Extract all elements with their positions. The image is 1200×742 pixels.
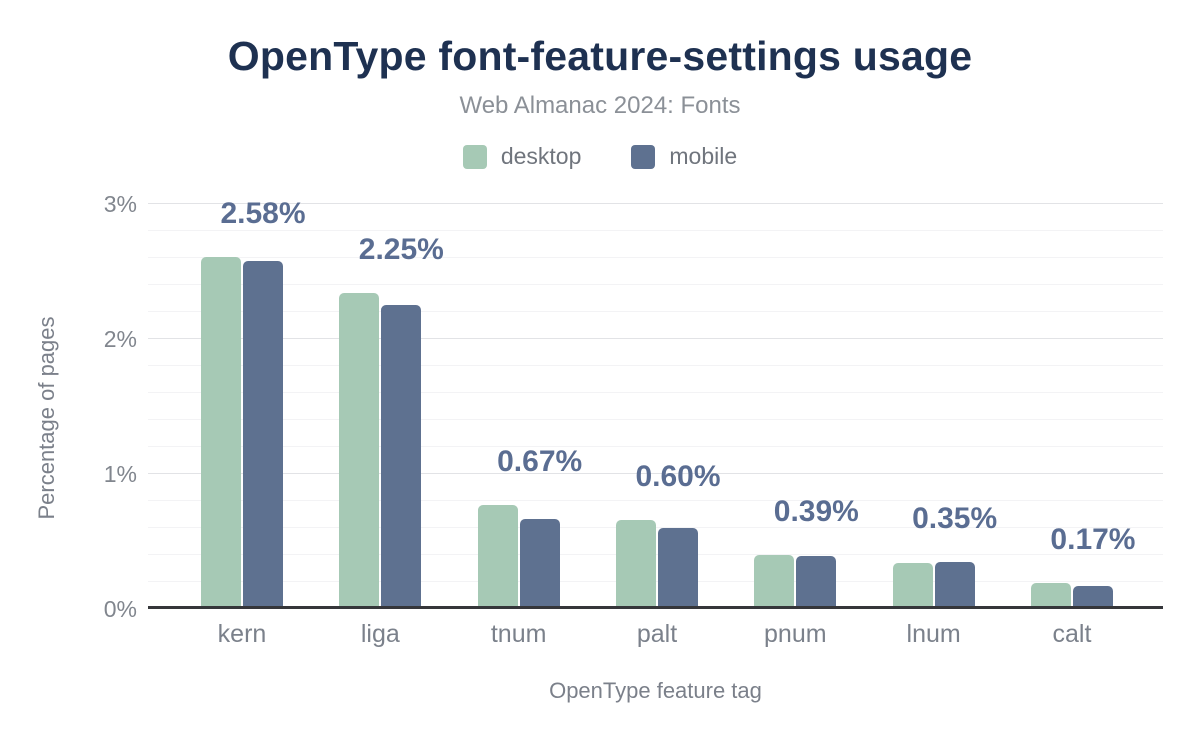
x-tick-label-tnum: tnum [490, 620, 547, 648]
legend-label-desktop: desktop [500, 143, 582, 169]
legend-swatch-mobile-icon [631, 144, 656, 169]
major-gridline [148, 203, 1163, 204]
x-axis-line [148, 606, 1163, 609]
chart-legend: desktop mobile [0, 143, 1200, 170]
x-tick-label-palt: palt [636, 620, 678, 648]
x-tick-label-pnum: pnum [764, 620, 827, 648]
data-label-tnum: 0.67% [497, 445, 583, 479]
y-tick-label: 1% [103, 461, 137, 487]
bar-mobile-calt [1072, 586, 1113, 609]
legend-item-desktop: desktop [462, 143, 582, 170]
x-tick-label-calt: calt [1052, 620, 1092, 648]
x-axis-title: OpenType feature tag [549, 678, 762, 703]
bar-mobile-pnum [796, 556, 837, 609]
minor-gridline [148, 284, 1163, 285]
minor-gridline [148, 257, 1163, 258]
y-tick-label: 2% [103, 326, 137, 352]
bar-mobile-palt [657, 528, 698, 609]
legend-swatch-desktop-icon [462, 144, 487, 169]
chart-title: OpenType font-feature-settings usage [227, 33, 973, 79]
bar-desktop-liga [339, 293, 380, 609]
data-label-liga: 2.25% [358, 233, 444, 267]
bar-desktop-lnum [892, 563, 933, 609]
x-tick-label-lnum: lnum [906, 620, 961, 648]
minor-gridline [148, 311, 1163, 312]
bar-mobile-tnum [519, 518, 560, 609]
minor-gridline [148, 419, 1163, 420]
legend-label-mobile: mobile [669, 143, 738, 169]
chart-subtitle: Web Almanac 2024: Fonts [459, 92, 741, 119]
major-gridline [148, 473, 1163, 474]
minor-gridline [148, 365, 1163, 366]
bar-mobile-kern [243, 260, 283, 609]
minor-gridline [148, 446, 1163, 447]
minor-gridline [148, 500, 1163, 501]
major-gridline [148, 338, 1163, 339]
bar-desktop-palt [615, 519, 656, 609]
legend-item-mobile: mobile [631, 143, 737, 170]
plot-area: 2.58% 2.25% 0.67% 0.60% 0.39% 0.35% 0.17% [148, 197, 1163, 609]
minor-gridline [148, 392, 1163, 393]
y-tick-label: 0% [103, 596, 137, 622]
bar-desktop-kern [201, 256, 241, 609]
data-label-pnum: 0.39% [773, 495, 859, 528]
data-label-calt: 0.17% [1050, 523, 1136, 557]
bar-desktop-tnum [477, 505, 518, 609]
bar-mobile-liga [381, 305, 422, 609]
data-label-palt: 0.60% [635, 459, 721, 493]
x-tick-label-kern: kern [217, 620, 267, 648]
y-tick-label: 3% [103, 191, 137, 217]
bar-desktop-pnum [754, 555, 795, 609]
x-tick-label-liga: liga [360, 620, 400, 648]
data-label-lnum: 0.35% [912, 501, 998, 535]
minor-gridline [148, 230, 1163, 231]
bar-desktop-calt [1030, 583, 1071, 609]
data-label-kern: 2.58% [220, 196, 306, 230]
bar-mobile-lnum [934, 561, 975, 609]
